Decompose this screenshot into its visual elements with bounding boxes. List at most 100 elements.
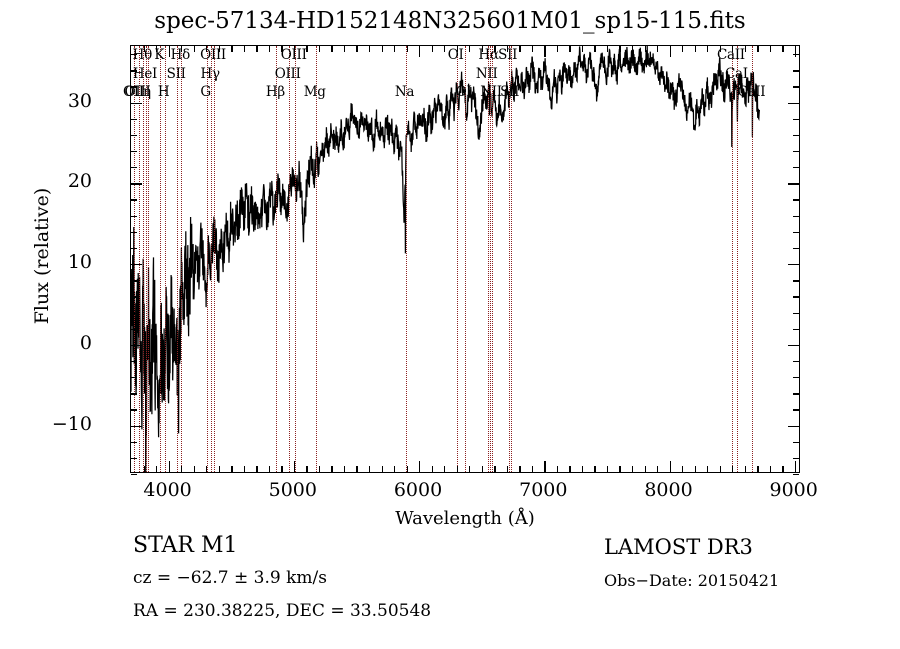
y-tick-10 <box>131 264 142 266</box>
y-tick--6 <box>131 393 137 395</box>
y-tick-0 <box>131 344 142 347</box>
spectral-line-SII <box>510 46 512 472</box>
x-tick-7900 <box>657 466 659 472</box>
object-class-text: STAR M1 <box>133 533 238 558</box>
x-tick-top-8300 <box>707 46 709 52</box>
x-tick-7400 <box>594 466 596 472</box>
y-tick-right-12 <box>793 247 799 250</box>
spectral-line-H <box>489 46 491 472</box>
x-tick-label-6000: 6000 <box>393 479 443 501</box>
spectral-line-label-OII: OII <box>122 84 144 100</box>
spectral-line-CaI <box>737 46 739 472</box>
y-tick-32 <box>131 86 137 88</box>
x-tick-5400 <box>343 466 346 472</box>
x-tick-4100 <box>181 466 183 472</box>
spectral-line-label-H: Hθ <box>132 47 153 63</box>
spectral-line-label-NII: NII <box>480 84 502 100</box>
y-tick-36 <box>131 54 137 56</box>
x-tick-top-8600 <box>744 46 746 52</box>
x-tick-8500 <box>732 466 734 472</box>
y-tick-right-8 <box>793 280 799 282</box>
x-tick-top-4800 <box>268 46 271 52</box>
x-tick-top-6300 <box>456 46 458 52</box>
x-tick-top-4700 <box>256 46 258 52</box>
spectral-line-label-HeI: HeI <box>132 66 158 82</box>
spectral-line-label-OI: OI <box>447 47 464 63</box>
x-tick-6800 <box>519 466 521 472</box>
y-tick-6 <box>131 296 137 298</box>
y-tick-right-34 <box>793 70 799 72</box>
x-tick-top-4400 <box>218 46 221 52</box>
spectral-line-OIII <box>138 46 140 472</box>
x-tick-top-7800 <box>644 46 646 52</box>
x-tick-top-6400 <box>469 46 471 52</box>
x-tick-4900 <box>281 466 283 472</box>
x-tick-7500 <box>606 466 609 472</box>
y-tick-28 <box>131 118 137 121</box>
x-tick-3800 <box>143 466 145 472</box>
spectral-line-label-G: G <box>200 84 211 100</box>
spectral-line-label-Mg: Mg <box>303 84 326 100</box>
x-tick-top-6600 <box>494 46 496 52</box>
spectral-line-NII <box>492 46 493 472</box>
x-tick-5500 <box>356 466 358 472</box>
obs-date-text: Obs−Date: 20150421 <box>604 571 780 590</box>
spectral-line-label-H: Hδ <box>170 47 191 63</box>
y-tick-24 <box>131 151 137 153</box>
x-tick-6600 <box>494 466 496 472</box>
y-tick-right-6 <box>793 296 799 298</box>
spectral-line-Mg <box>315 46 317 472</box>
x-tick-7800 <box>644 466 646 472</box>
x-tick-6900 <box>531 466 534 472</box>
x-tick-top-7500 <box>606 46 609 52</box>
y-tick-right-2 <box>793 328 799 330</box>
plot-clip-area <box>131 46 799 472</box>
x-tick-6500 <box>481 466 484 472</box>
y-tick-right-30 <box>788 102 799 104</box>
x-tick-top-7300 <box>581 46 584 52</box>
spectrum-plot[interactable] <box>130 45 800 476</box>
spectral-line-SII <box>508 46 510 472</box>
y-tick--16 <box>131 474 137 476</box>
x-axis-title: Wavelength (Å) <box>395 508 535 529</box>
x-tick-label-7000: 7000 <box>519 479 568 501</box>
x-tick-top-4000 <box>168 46 170 57</box>
x-tick-8300 <box>707 466 709 472</box>
spectral-line-label-H: H <box>157 84 170 100</box>
spectral-line-label-OIII: OIII <box>274 66 301 82</box>
x-tick-top-7900 <box>657 46 659 52</box>
coordinates-text: RA = 230.38225, DEC = 33.50548 <box>133 601 432 621</box>
spectral-line-label-NII: NII <box>475 66 498 82</box>
spectral-line-H <box>181 46 183 472</box>
y-tick--14 <box>131 457 137 460</box>
x-tick-top-5000 <box>293 46 296 57</box>
x-tick-5700 <box>381 466 383 472</box>
y-tick-right--6 <box>793 393 799 395</box>
spectral-line-K <box>160 46 162 472</box>
x-tick-6100 <box>431 466 433 472</box>
x-tick-top-4600 <box>243 46 246 52</box>
x-tick-top-4300 <box>206 46 208 52</box>
spectral-line-OIII <box>294 46 296 472</box>
x-tick-top-5500 <box>356 46 358 52</box>
y-tick-right-20 <box>788 183 799 185</box>
y-tick--10 <box>131 425 142 427</box>
x-tick-top-6000 <box>419 46 421 57</box>
x-tick-4200 <box>193 466 195 472</box>
x-tick-top-5900 <box>406 46 408 52</box>
y-tick--12 <box>131 441 137 444</box>
x-tick-top-4200 <box>193 46 195 52</box>
spectral-line-label-CaI: CaI <box>724 66 748 82</box>
x-tick-7700 <box>631 466 634 472</box>
y-tick-right--14 <box>793 457 799 460</box>
y-tick-right-18 <box>793 199 799 201</box>
x-tick-label-9000: 9000 <box>769 479 818 501</box>
spectral-line-NII <box>487 46 489 472</box>
x-tick-8400 <box>719 466 721 472</box>
spectral-line-OI <box>456 46 458 472</box>
spectrum-trace <box>131 46 761 472</box>
y-tick-14 <box>131 231 137 234</box>
x-tick-top-7100 <box>556 46 559 52</box>
spectral-line-CaII <box>752 46 754 472</box>
x-tick-5600 <box>368 466 371 472</box>
